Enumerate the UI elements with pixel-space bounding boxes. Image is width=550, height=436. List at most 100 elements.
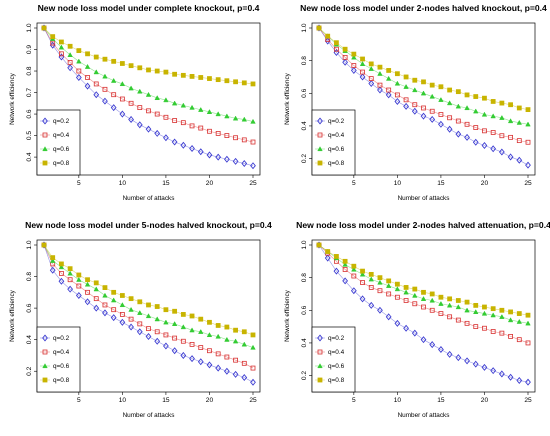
data-point — [498, 148, 505, 156]
data-point — [49, 266, 56, 274]
data-point — [146, 67, 151, 73]
data-point — [412, 77, 418, 83]
data-point — [412, 301, 418, 307]
data-point — [438, 311, 444, 316]
data-point — [516, 337, 522, 343]
data-point — [232, 338, 239, 344]
data-point — [241, 116, 248, 122]
y-tick-label: 1.0 — [26, 23, 33, 32]
data-point — [224, 336, 230, 342]
data-point — [206, 361, 213, 369]
data-point — [507, 153, 514, 161]
data-point — [368, 61, 374, 67]
legend-label: q=0.4 — [53, 349, 70, 356]
legend-marker — [42, 377, 48, 383]
x-tick-label: 25 — [524, 397, 532, 404]
x-axis-title: Number of attacks — [123, 195, 175, 202]
series-line-q=0.8 — [43, 244, 254, 336]
data-point — [163, 307, 169, 313]
data-point — [145, 91, 152, 97]
data-point — [128, 323, 134, 331]
data-point — [360, 268, 365, 274]
data-point — [499, 314, 505, 319]
data-point — [377, 279, 383, 285]
data-point — [163, 134, 169, 142]
data-point — [102, 73, 108, 79]
series-line-q=0.2 — [318, 244, 529, 383]
data-point — [499, 307, 505, 313]
data-point — [490, 113, 496, 119]
series-line-q=0.4 — [43, 27, 254, 143]
data-point — [359, 61, 366, 66]
data-point — [464, 357, 470, 365]
chart-title: New node loss model under 5-nodes halved… — [25, 220, 272, 230]
chart-title: New node loss model under complete knock… — [38, 3, 260, 13]
data-point — [232, 370, 239, 378]
data-point — [499, 133, 505, 139]
data-point — [180, 312, 186, 317]
data-point — [420, 90, 427, 96]
data-point — [119, 312, 125, 317]
data-point — [50, 34, 56, 40]
data-point — [482, 128, 487, 134]
data-point — [154, 95, 160, 101]
plot-area — [36, 22, 261, 176]
legend-marker — [317, 349, 323, 355]
data-point — [429, 297, 435, 303]
data-point — [110, 314, 117, 322]
data-point — [342, 261, 348, 267]
x-tick-label: 10 — [119, 180, 127, 187]
data-point — [507, 317, 514, 323]
data-point — [241, 160, 248, 168]
y-tick-label: 0.2 — [301, 154, 308, 163]
x-tick-label: 20 — [481, 397, 489, 404]
data-point — [429, 82, 435, 88]
legend-label: q=0.8 — [53, 160, 70, 167]
data-point — [137, 105, 143, 111]
data-point — [215, 364, 222, 372]
data-point — [386, 291, 392, 297]
data-point — [351, 54, 357, 60]
data-point — [215, 131, 221, 136]
data-point — [189, 144, 195, 152]
data-point — [473, 302, 479, 308]
data-point — [412, 102, 418, 108]
data-point — [76, 283, 82, 289]
data-point — [59, 271, 64, 276]
series-line-q=0.6 — [318, 244, 529, 324]
legend-marker — [42, 160, 48, 166]
data-point — [412, 292, 418, 298]
data-point — [368, 285, 374, 290]
data-point — [146, 302, 151, 308]
data-point — [93, 296, 99, 302]
data-point — [215, 77, 221, 83]
data-point — [50, 255, 56, 261]
data-point — [207, 128, 212, 134]
x-tick-label: 15 — [162, 180, 170, 187]
x-tick-label: 10 — [394, 180, 402, 187]
data-point — [180, 72, 186, 78]
data-point — [351, 266, 357, 272]
data-point — [163, 69, 169, 75]
data-point — [490, 145, 497, 153]
data-point — [67, 277, 73, 283]
data-point — [180, 102, 187, 108]
data-point — [429, 115, 436, 123]
legend-label: q=0.2 — [53, 335, 70, 342]
data-point — [342, 58, 349, 66]
data-point — [429, 307, 435, 313]
data-point — [403, 285, 409, 290]
data-point — [516, 376, 523, 384]
data-point — [154, 68, 160, 74]
data-point — [250, 162, 256, 170]
data-point — [455, 118, 461, 124]
data-point — [180, 324, 187, 330]
data-point — [525, 139, 531, 145]
chart-panel-2: New node loss model under 2-nodes halved… — [284, 3, 547, 202]
data-point — [490, 130, 496, 135]
data-point — [324, 254, 331, 262]
data-point — [59, 261, 64, 267]
data-point — [250, 81, 256, 87]
data-point — [76, 276, 82, 282]
data-point — [128, 63, 134, 69]
